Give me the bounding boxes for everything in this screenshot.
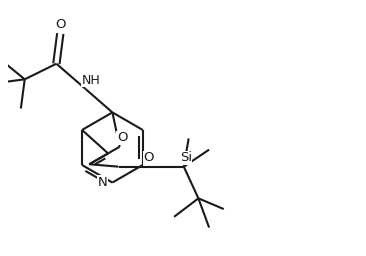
Text: Si: Si: [180, 151, 192, 164]
Text: N: N: [98, 176, 108, 189]
Text: O: O: [55, 18, 66, 31]
Text: O: O: [143, 151, 154, 164]
Text: O: O: [117, 131, 127, 144]
Text: NH: NH: [82, 74, 101, 87]
